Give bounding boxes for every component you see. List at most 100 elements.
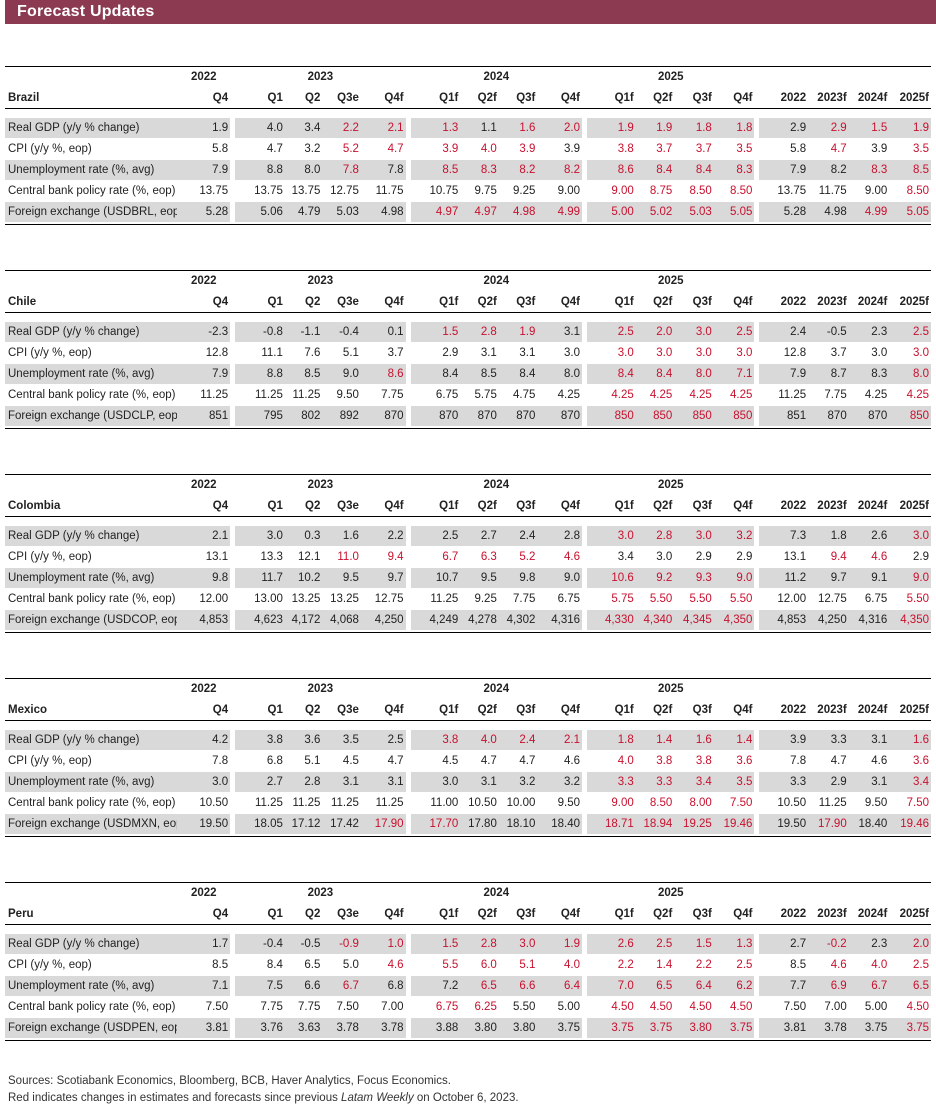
quarter-value: 8.4 [235, 954, 285, 976]
quarter-header-row: Peru Q4 Q1 Q2 Q3e Q4f Q1f Q2f Q3f Q4f Q1f Q2f Q3f Q4f… [5, 903, 931, 925]
quarter-value: 12.00 [177, 588, 231, 610]
row-label: Central bank policy rate (%, eop) [5, 588, 178, 610]
quarter-header: Q4 [177, 291, 231, 313]
quarter-value: 2.8 [635, 526, 675, 547]
quarter-value: 4.25 [587, 384, 636, 406]
year-header: 2023 [307, 70, 334, 83]
quarter-value: -0.4 [235, 934, 285, 955]
quarter-value: 3.0 [410, 771, 461, 793]
column-gap [405, 609, 411, 631]
column-gap [582, 903, 588, 925]
quarter-value: 4.50 [587, 996, 636, 1018]
quarter-value: 1.9 [587, 118, 636, 139]
quarter-header: Q4 [177, 699, 231, 721]
quarter-value: 7.8 [177, 750, 231, 772]
column-gap [754, 813, 760, 835]
quarter-value: 5.1 [284, 750, 323, 772]
quarter-header: Q1f [587, 699, 636, 721]
quarter-header-row: Mexico Q4 Q1 Q2 Q3e Q4f Q1f Q2f Q3f Q4f Q1f Q2f Q3f Q… [5, 699, 931, 721]
forecast-table: 2022 2023 2024 2025 Colombia Q4 Q1 Q2 Q3e Q4f Q1f Q… [5, 474, 931, 631]
row-label: Central bank policy rate (%, eop) [5, 792, 178, 814]
year-header: 2025 [657, 70, 684, 83]
quarter-header: Q1 [235, 699, 285, 721]
column-gap [405, 678, 411, 699]
quarter-value: 18.94 [635, 813, 675, 835]
table-row: Central bank policy rate (%, eop) 13.75 13… [5, 180, 931, 202]
quarter-value: 19.50 [177, 813, 231, 835]
quarter-header: Q4 [177, 87, 231, 109]
forecast-table: 2022 2023 2024 2025 Brazil Q4 Q1 Q2 Q3e Q4f Q1f Q2f… [5, 66, 931, 223]
quarter-value: -0.8 [235, 322, 285, 343]
annual-value: 12.00 [759, 588, 809, 610]
quarter-value: 12.75 [360, 588, 406, 610]
bottom-rule [5, 632, 931, 633]
column-gap [754, 588, 760, 610]
quarter-value: 11.7 [235, 567, 285, 589]
annual-value: 3.81 [759, 1017, 809, 1039]
column-gap [405, 474, 411, 495]
quarter-value: 5.03 [674, 201, 714, 223]
annual-value: 3.9 [848, 138, 890, 160]
column-gap [582, 1017, 588, 1039]
quarter-value: 8.5 [460, 363, 499, 385]
quarter-header: Q1 [235, 87, 285, 109]
column-gap [582, 678, 588, 699]
quarter-value: 1.9 [635, 118, 675, 139]
quarter-value: 1.8 [587, 730, 636, 751]
quarter-value: 1.5 [674, 934, 714, 955]
quarter-value: 1.5 [410, 934, 461, 955]
row-label: CPI (y/y %, eop) [5, 954, 178, 976]
annual-value: 11.25 [759, 384, 809, 406]
column-gap [405, 903, 411, 925]
quarter-value: 5.06 [235, 201, 285, 223]
quarter-header: Q4f [537, 87, 583, 109]
annual-value: 3.7 [808, 342, 849, 364]
quarter-header: Q2f [460, 903, 499, 925]
column-gap [405, 699, 411, 721]
annual-value: 1.8 [808, 526, 849, 547]
year-header: 2024 [483, 70, 510, 83]
quarter-value: 3.0 [713, 342, 755, 364]
bottom-rule [5, 836, 931, 837]
quarter-value: 8.2 [498, 159, 538, 181]
column-gap [230, 474, 236, 495]
quarter-value: 4.5 [410, 750, 461, 772]
column-gap [405, 567, 411, 589]
table-row: Foreign exchange (USDBRL, eop) 5.28 5.06 4.… [5, 201, 931, 223]
annual-value: 7.00 [808, 996, 849, 1018]
column-gap [754, 526, 760, 547]
annual-value: 18.40 [848, 813, 890, 835]
bottom-rule [5, 428, 931, 429]
quarter-value: 11.25 [322, 792, 361, 814]
quarter-header: Q3f [498, 903, 538, 925]
quarter-value: 5.1 [322, 342, 361, 364]
quarter-header: Q1f [587, 495, 636, 517]
quarter-header: Q2f [635, 699, 675, 721]
quarter-header: Q3f [498, 699, 538, 721]
column-gap [405, 813, 411, 835]
column-gap [230, 975, 236, 997]
bottom-rule [5, 224, 931, 225]
column-gap [230, 363, 236, 385]
table-row: Real GDP (y/y % change) 1.9 4.0 3.4 2.2 2.1 1.… [5, 118, 931, 139]
column-gap [582, 342, 588, 364]
quarter-value: 851 [177, 405, 231, 427]
annual-value: 17.90 [808, 813, 849, 835]
quarter-header: Q4f [537, 495, 583, 517]
annual-value: 8.3 [848, 363, 890, 385]
row-label: Foreign exchange (USDCOP, eop) [5, 609, 178, 631]
quarter-value: 10.2 [284, 567, 323, 589]
quarter-value: 8.2 [537, 159, 583, 181]
quarter-value: 13.75 [177, 180, 231, 202]
quarter-value: 9.7 [360, 567, 406, 589]
quarter-value: 4,302 [498, 609, 538, 631]
quarter-header: Q1f [587, 903, 636, 925]
quarter-value: 3.4 [674, 771, 714, 793]
annual-value: 8.0 [889, 363, 931, 385]
quarter-value: 3.0 [635, 342, 675, 364]
quarter-value: 9.50 [322, 384, 361, 406]
table-row: CPI (y/y %, eop) 8.5 8.4 6.5 5.0 4.6 5.5 6.0 5.1… [5, 954, 931, 976]
annual-header: 2023f [808, 495, 849, 517]
quarter-header: Q2 [284, 903, 323, 925]
annual-value: -0.2 [808, 934, 849, 955]
